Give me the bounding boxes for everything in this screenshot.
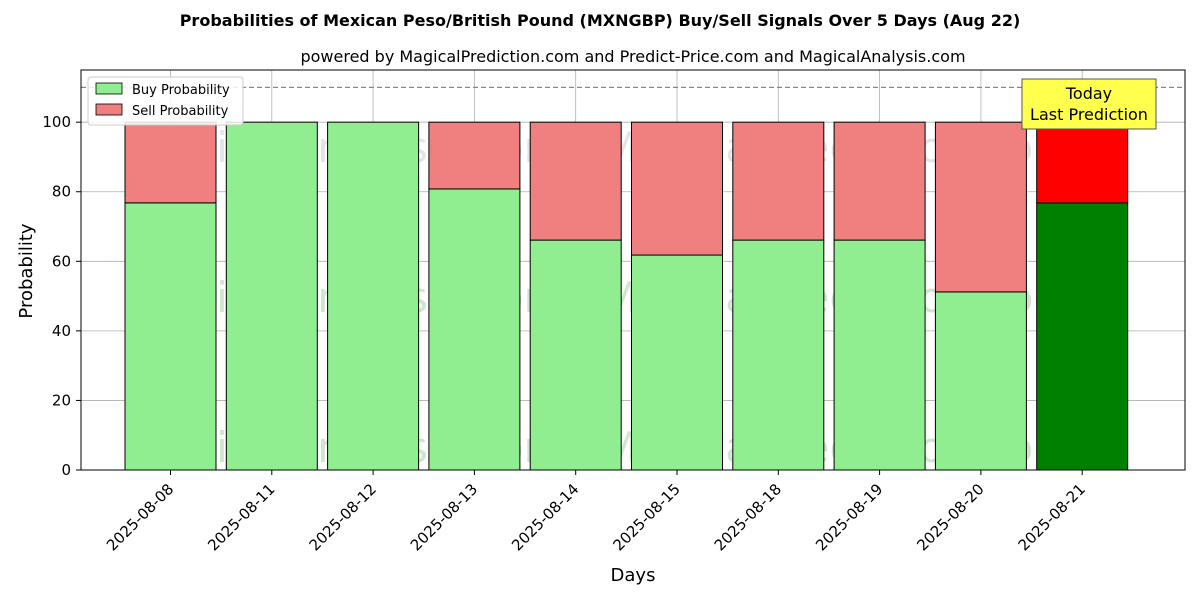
bar-buy: [631, 254, 723, 471]
y-tick-label: 100: [42, 113, 71, 131]
today-annotation-line1: Today: [1065, 84, 1112, 103]
y-tick-label: 80: [52, 183, 71, 201]
x-tick-label: 2025-08-14: [508, 480, 582, 554]
bar-buy: [934, 291, 1027, 471]
y-axis-label: Probability: [16, 223, 37, 318]
legend-swatch-sell: [95, 103, 123, 116]
y-tick-label: 40: [52, 322, 71, 340]
bar-sell: [124, 121, 217, 204]
today-annotation-box: [1021, 78, 1157, 130]
x-tick-label: 2025-08-19: [812, 480, 886, 554]
chart-title: Probabilities of Mexican Peso/British Po…: [180, 11, 1021, 30]
y-tick-label: 60: [52, 252, 71, 270]
bar-sell: [833, 121, 926, 241]
x-tick-label: 2025-08-21: [1015, 480, 1089, 554]
bar-buy: [732, 239, 825, 471]
bar-buy: [529, 239, 622, 471]
legend: Buy Probability Sell Probability: [87, 76, 244, 126]
legend-label-sell: Sell Probability: [132, 104, 229, 119]
x-tick-label: 2025-08-15: [609, 480, 683, 554]
x-tick-label: 2025-08-13: [407, 480, 481, 554]
x-axis-label: Days: [611, 565, 656, 586]
x-tick-label: 2025-08-18: [711, 480, 785, 554]
chart-subtitle: powered by MagicalPrediction.com and Pre…: [300, 47, 965, 66]
bar-buy: [1036, 202, 1129, 471]
legend-label-buy: Buy Probability: [132, 83, 230, 98]
bar-sell: [428, 121, 521, 190]
today-annotation: Today Last Prediction: [1021, 78, 1157, 130]
x-tick-label: 2025-08-08: [103, 480, 177, 554]
y-tick-label: 0: [61, 461, 71, 479]
x-tick-label: 2025-08-12: [306, 480, 380, 554]
bar-buy: [225, 121, 318, 471]
bar-layer: [124, 121, 1129, 471]
bar-sell: [631, 121, 723, 256]
bar-buy: [327, 121, 420, 471]
legend-box: [87, 76, 244, 126]
bar-sell: [732, 121, 825, 241]
x-tick-label: 2025-08-20: [913, 480, 987, 554]
bar-sell: [1036, 121, 1129, 204]
today-annotation-line2: Last Prediction: [1030, 105, 1148, 124]
plot-frame: [80, 69, 1186, 471]
bar-sell: [529, 121, 622, 241]
bar-buy: [833, 239, 926, 471]
bar-buy: [428, 188, 521, 471]
bar-buy: [124, 202, 217, 471]
legend-swatch-buy: [95, 82, 123, 95]
y-tick-label: 20: [52, 391, 71, 409]
bar-sell: [934, 121, 1027, 293]
x-tick-label: 2025-08-11: [204, 480, 278, 554]
